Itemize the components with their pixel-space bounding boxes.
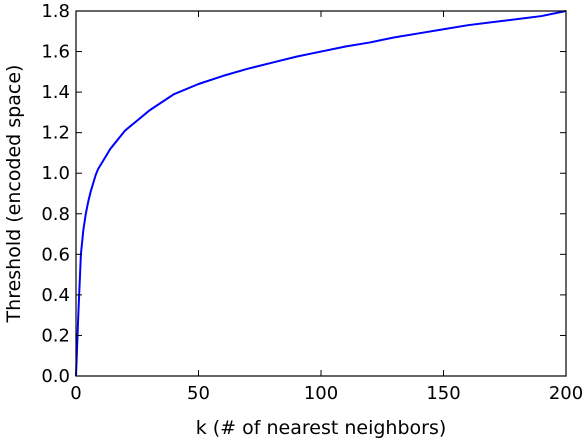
- y-tick-label: 0.0: [41, 366, 70, 387]
- y-tick-label: 1.2: [41, 123, 70, 144]
- y-tick-label: 0.4: [41, 285, 70, 306]
- y-tick-label: 0.2: [41, 325, 70, 346]
- x-tick-label: 150: [426, 383, 460, 404]
- plot-area: [75, 10, 567, 377]
- x-axis: 0 50 100 150 200: [70, 11, 583, 404]
- y-tick-label: 1.6: [41, 42, 70, 63]
- series-line-0: [75, 10, 567, 377]
- y-tick-label: 0.6: [41, 244, 70, 265]
- y-axis: 0.0 0.2 0.4 0.6 0.8 1.0 1.2 1.4 1.6 1.8: [41, 1, 566, 387]
- y-tick-label: 1.8: [41, 1, 70, 22]
- y-tick-label: 0.8: [41, 204, 70, 225]
- x-tick-label: 0: [70, 383, 81, 404]
- y-tick-label: 1.4: [41, 82, 70, 103]
- x-tick-label: 100: [304, 383, 338, 404]
- x-tick-label: 50: [187, 383, 210, 404]
- y-axis-label: Threshold (encoded space): [3, 65, 25, 324]
- plot-frame: [75, 10, 567, 377]
- x-axis-label: k (# of nearest neighbors): [196, 417, 447, 438]
- x-tick-label: 200: [549, 383, 583, 404]
- y-tick-label: 1.0: [41, 163, 70, 184]
